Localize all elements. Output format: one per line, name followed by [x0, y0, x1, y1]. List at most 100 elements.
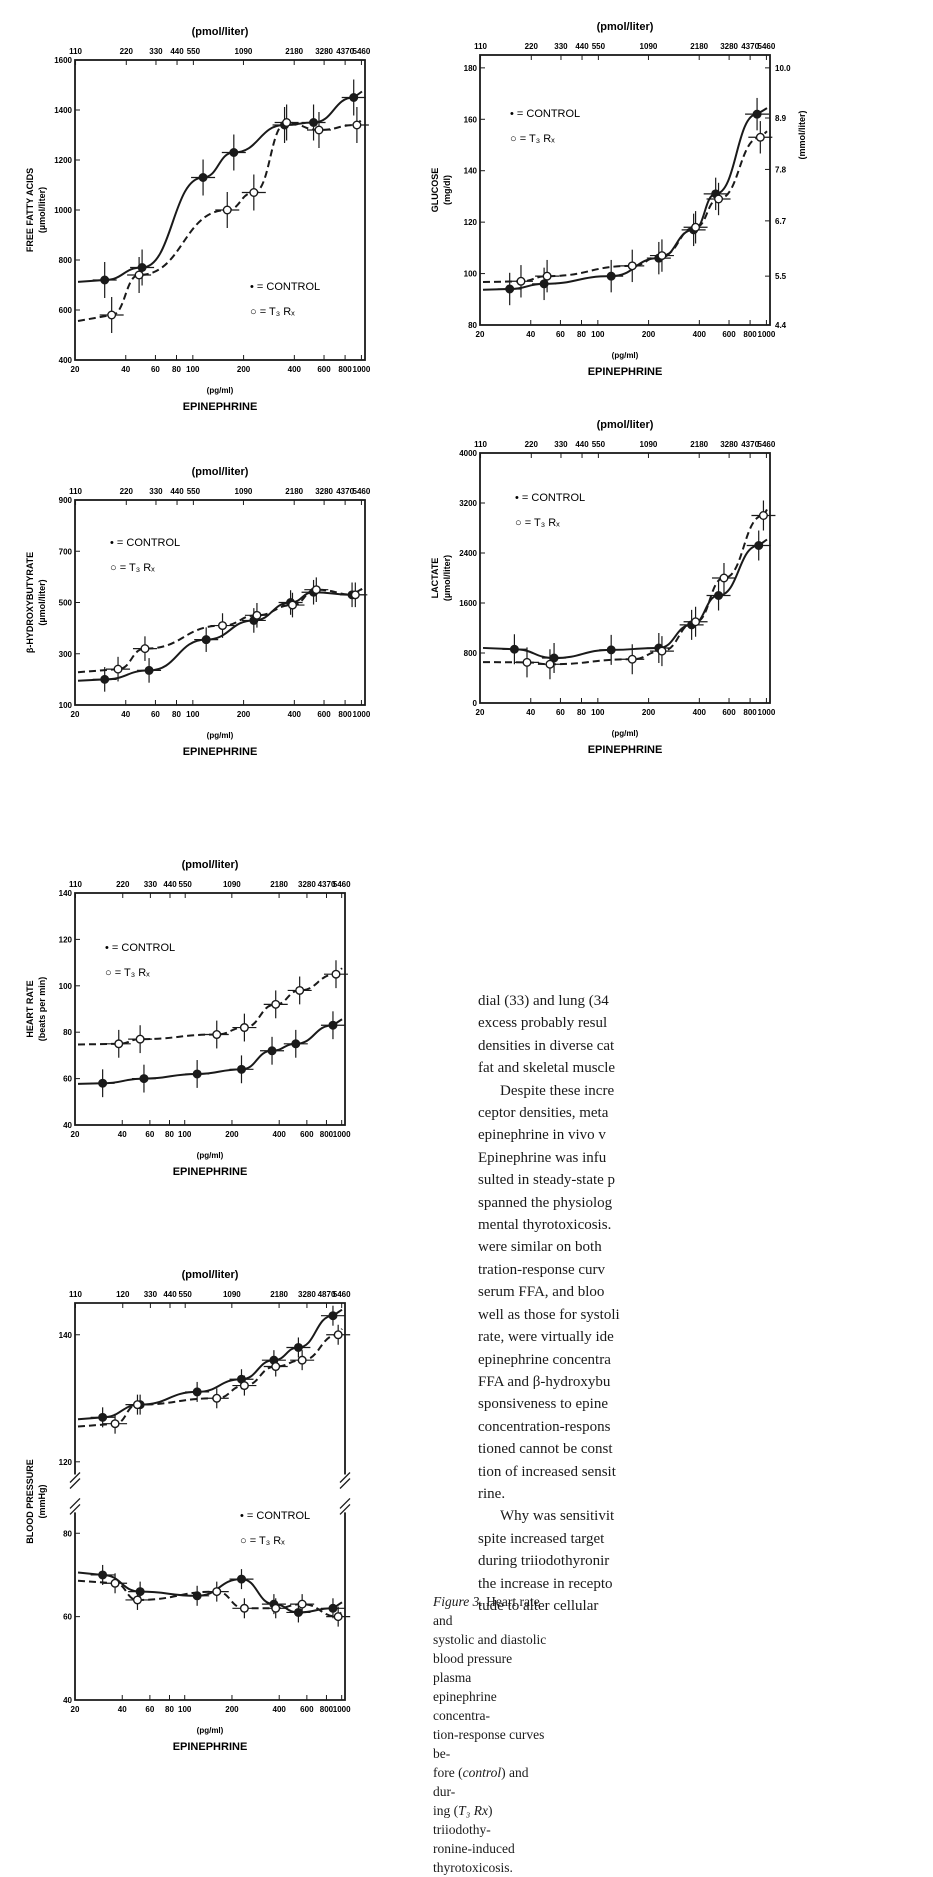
top-tick-label: 3280	[315, 487, 333, 496]
top-tick-label: 440	[163, 1290, 177, 1299]
t3-data-point	[252, 610, 262, 620]
t3-data-point	[297, 1355, 307, 1365]
top-tick-label: 220	[525, 440, 539, 449]
body-line: Why was sensitivit	[500, 1508, 615, 1525]
y-axis-title: β-HYDROXYBUTYRATE	[25, 552, 35, 653]
x-tick-label: 400	[693, 330, 707, 339]
x-tick-label: 20	[71, 710, 80, 719]
top-axis-title: (pmol/liter)	[597, 21, 654, 33]
axis-break-mark	[69, 1472, 81, 1489]
x-tick-label: 1000	[333, 1130, 351, 1139]
control-curve	[77, 1018, 343, 1085]
control-data-point	[309, 117, 319, 127]
x-tick-label: 20	[476, 708, 485, 717]
y-tick-label: 120	[464, 218, 478, 227]
x-tick-label: 800	[743, 708, 757, 717]
top-tick-label: 4370	[741, 42, 759, 51]
x-tick-label: 100	[186, 365, 200, 374]
t3-data-point	[271, 1362, 281, 1372]
lactate-chart-svg: (pmol/liter)110 220 330 440 550 1090 2180 3280 4…	[430, 419, 776, 756]
x-tick-label: 20	[71, 1130, 80, 1139]
body-line: mental thyrotoxicosis.	[478, 1217, 612, 1234]
t3-data-point	[719, 573, 729, 583]
right-tick-label: 5.5	[775, 272, 787, 281]
y-tick-label: 40	[63, 1121, 72, 1130]
top-tick-label: 550	[179, 1290, 193, 1299]
top-tick-label: 220	[120, 487, 134, 496]
x-axis-unit: (pg/ml)	[197, 1726, 224, 1735]
top-tick-label: 220	[120, 47, 134, 56]
y-axis-title: GLUCOSE	[430, 168, 440, 213]
t3-data-point	[110, 1578, 120, 1588]
t3-data-point	[314, 125, 324, 135]
t3-data-point	[239, 1023, 249, 1033]
top-axis-title: (pmol/liter)	[192, 466, 249, 478]
control-data-point	[606, 271, 616, 281]
y-tick-label: 800	[59, 256, 73, 265]
x-tick-label: 800	[338, 710, 352, 719]
t3-data-point	[287, 600, 297, 610]
x-axis-unit: (pg/ml)	[207, 386, 234, 395]
x-tick-label: 600	[317, 365, 331, 374]
y-tick-label: 2400	[459, 549, 477, 558]
t3-data-point	[271, 999, 281, 1009]
top-tick-label: 330	[554, 440, 568, 449]
t3-data-point	[691, 617, 701, 627]
x-axis-title: EPINEPHRINE	[183, 401, 258, 413]
body-line: the increase in recepto	[478, 1575, 613, 1592]
body-line: epinephrine in vivo v	[478, 1127, 606, 1144]
top-tick-label: 110	[474, 440, 487, 449]
top-tick-label: 5460	[758, 42, 776, 51]
t3-curve	[77, 1328, 343, 1428]
y-tick-label: 80	[63, 1028, 72, 1037]
top-tick-label: 1090	[235, 47, 253, 56]
x-tick-label: 200	[642, 330, 656, 339]
top-tick-label: 330	[554, 42, 568, 51]
x-tick-label: 400	[273, 1705, 287, 1714]
t3-data-point	[114, 1039, 124, 1049]
body-line: epinephrine concentra	[478, 1351, 611, 1368]
legend-entry: • = CONTROL	[240, 1510, 310, 1522]
x-tick-label: 40	[121, 365, 130, 374]
x-tick-label: 400	[288, 710, 302, 719]
caption-text: fore (	[433, 1765, 463, 1780]
body-line: sponsiveness to epine	[478, 1396, 608, 1413]
control-data-point	[144, 665, 154, 675]
legend-entry: • = CONTROL	[515, 492, 585, 504]
top-tick-label: 110	[69, 487, 82, 496]
legend-entry: • = CONTROL	[250, 281, 320, 293]
control-data-point	[293, 1342, 303, 1352]
top-tick-label: 440	[170, 487, 184, 496]
t3-data-point	[657, 646, 667, 656]
x-tick-label: 1000	[333, 1705, 351, 1714]
control-data-point	[198, 172, 208, 182]
t3-curve	[77, 588, 363, 674]
legend-entry: ○ = T₃ Rₓ	[110, 562, 155, 574]
t3-data-point	[522, 657, 532, 667]
control-data-point	[236, 1574, 246, 1584]
x-tick-label: 100	[186, 710, 200, 719]
t3-data-point	[516, 276, 526, 286]
x-tick-label: 400	[273, 1130, 287, 1139]
t3-data-point	[212, 1587, 222, 1597]
plot-frame	[479, 54, 771, 326]
t3-data-point	[542, 271, 552, 281]
top-axis-title: (pmol/liter)	[182, 1269, 239, 1281]
y-tick-label: 700	[59, 547, 73, 556]
control-data-point	[137, 263, 147, 273]
blood-pressure-chart: (pmol/liter) 110 120 330 440 550 1090 2180 3280 4…	[0, 1260, 410, 1798]
x-tick-label: 100	[591, 708, 605, 717]
top-tick-label: 5460	[333, 880, 351, 889]
top-tick-label: 120	[116, 1290, 130, 1299]
t3-data-point	[271, 1603, 281, 1613]
y-tick-label: 60	[63, 1613, 72, 1622]
top-tick-label: 2180	[690, 42, 708, 51]
y-tick-label: 80	[63, 1529, 72, 1538]
y-axis-title: LACTATE	[430, 558, 440, 599]
control-data-point	[752, 109, 762, 119]
y-tick-label: 100	[59, 982, 73, 991]
top-tick-label: 1090	[640, 42, 658, 51]
x-tick-label: 200	[642, 708, 656, 717]
top-tick-label: 5460	[353, 487, 371, 496]
y-tick-label: 1000	[54, 206, 72, 215]
